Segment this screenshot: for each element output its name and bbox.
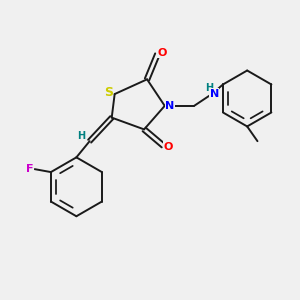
Text: H: H	[206, 82, 214, 93]
Text: H: H	[77, 131, 85, 141]
Text: N: N	[165, 101, 175, 111]
Text: O: O	[164, 142, 173, 152]
Text: N: N	[210, 89, 219, 99]
Text: S: S	[104, 86, 113, 99]
Text: F: F	[26, 164, 33, 173]
Text: O: O	[157, 48, 167, 58]
